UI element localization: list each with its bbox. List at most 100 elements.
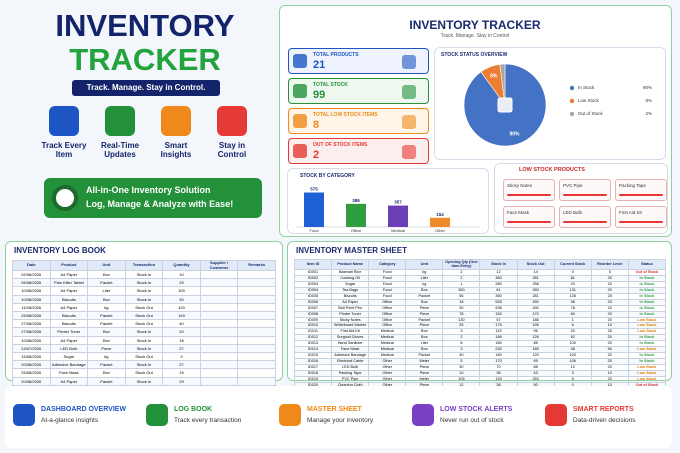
low-stock-panel: LOW STOCK PRODUCTS Sticky Notes PVC Pipe P… [494, 163, 668, 234]
column-header: Opening Qty (One time Entry) [442, 259, 481, 270]
master-table-wrap: Item ID Product Name Category Unit Opening Q… [293, 259, 667, 395]
feature-icon [161, 106, 191, 136]
table-cell [237, 294, 276, 304]
table-cell: Box [87, 368, 126, 378]
kpi-label: OUT OF STOCK ITEMS [313, 142, 368, 148]
table-row: 05/08/2026 Pain Killer Tablet Packet Stock … [12, 278, 276, 288]
table-cell: 20 [162, 327, 201, 337]
kpi-value: 2 [313, 149, 320, 161]
table-row: 20/08/2026 A4 Paper Packet Stock In 29 [12, 376, 276, 386]
column-header: Stock Out [516, 259, 555, 270]
footer-icon [412, 404, 434, 426]
low-stock-title: LOW STOCK PRODUCTS [519, 167, 585, 173]
low-stock-bar [507, 194, 551, 196]
table-cell [199, 360, 239, 370]
table-cell: 10/08/2026 [12, 294, 51, 304]
footer-subtitle: Track every transaction [174, 417, 242, 424]
table-row: ID009 Sticky Notes Office Packet 130 57 186 1 20… [293, 316, 667, 324]
table-cell [199, 335, 239, 345]
table-cell [199, 376, 239, 386]
kpi-value: 99 [313, 89, 326, 101]
bar-panel [287, 168, 489, 234]
table-cell: 15 [162, 368, 201, 378]
table-cell [237, 302, 276, 313]
table-cell: Box [87, 327, 126, 337]
table-row: ID019 PVC Pipe Other Meter 105 153 253 5 20 Low S… [293, 376, 667, 383]
footer-title: LOG BOOK [174, 406, 213, 413]
table: Date Product Unit Transaction Quantity Suppli… [12, 260, 276, 395]
table-row: 10/08/2026 Biscuits Box Stock In 30 [12, 294, 276, 304]
table-cell [237, 311, 276, 321]
table-row: 25/08/2026 Biscuits Packet Stock Out 149 [12, 311, 276, 321]
table-cell: Stock In [124, 343, 164, 354]
footer-subtitle: Never run out of stock [440, 417, 504, 424]
kpi-label: TOTAL LOW STOCK ITEMS [313, 112, 378, 118]
table-cell: 20/08/2026 [12, 376, 51, 386]
tagline: Track. Manage. Stay in Control. [72, 80, 220, 96]
log-panel: INVENTORY LOG BOOK Date Product Unit Transa… [5, 241, 283, 395]
table-cell [199, 319, 239, 329]
low-stock-name: Packing Tape [619, 183, 646, 188]
table-cell: 10 [162, 269, 201, 280]
table-cell [237, 360, 276, 370]
table-cell: A4 Paper [49, 286, 89, 296]
table-row: 10/08/2026 A4 Paper Liter Stock In 100 [12, 286, 276, 296]
table-cell: Adhesive Bandage [49, 360, 89, 370]
table-cell: Biscuits [49, 319, 89, 329]
footer-title: DASHBOARD OVERVIEW [41, 406, 127, 413]
table-cell: 25/08/2026 [12, 311, 51, 321]
table-cell: 40 [162, 319, 201, 329]
table-row: 25/08/2026 Face Mask Box Stock Out 15 [12, 368, 276, 378]
table-row: 27/08/2026 Printer Toner Box Stock In 20 [12, 327, 276, 337]
table-row: 20/08/2026 Adhesive Bandage Packet Stock In… [12, 360, 276, 370]
low-stock-name: Face Mask [507, 210, 530, 215]
kpi-label: TOTAL PRODUCTS [313, 52, 359, 58]
table-cell: Surgical Gloves [331, 334, 370, 342]
table-cell: 29 [162, 376, 201, 386]
table-cell [237, 278, 276, 288]
column-header: Category [368, 259, 407, 270]
kpi-icon [293, 114, 307, 128]
table-cell: 05/08/2026 [12, 278, 51, 288]
footer: DASHBOARD OVERVIEW At-a-glance insights LO… [5, 386, 672, 448]
kpi-icon [293, 144, 307, 158]
table-cell: Stock Out [124, 319, 164, 329]
low-stock-bar [507, 221, 551, 223]
table-cell: Sugar [49, 352, 89, 362]
low-stock-item: Packing Tape [615, 179, 667, 201]
table-cell: Whiteboard Marker [331, 322, 370, 330]
kpi-value: 8 [313, 119, 320, 131]
master-panel: INVENTORY MASTER SHEET Item ID Product Na… [287, 241, 672, 395]
table-cell: Stock In [124, 269, 164, 280]
low-stock-item: LED Bulb [559, 206, 611, 228]
table-row: 27/08/2026 Biscuits Packet Stock Out 40 [12, 319, 276, 329]
table: Item ID Product Name Category Unit Opening Q… [293, 259, 667, 395]
kpi-card: OUT OF STOCK ITEMS 2 [288, 138, 429, 164]
table-cell: Stock In [124, 376, 164, 386]
table-cell [237, 327, 276, 337]
table-cell: kg [87, 302, 126, 313]
banner-line-1: All-in-One Inventory Solution [86, 185, 211, 195]
table-row: ID013 Hand Sanitizer Medical Liter 8 180 88 100… [293, 340, 667, 348]
table-cell: A4 Paper [49, 376, 89, 386]
kpi-badge [402, 145, 416, 159]
table-cell [199, 311, 239, 321]
table-cell: Box [87, 335, 126, 345]
feature-label: Real-Time Updates [100, 141, 140, 159]
table-row: 11/08/2026 A4 Paper kg Stock Out 120 [12, 302, 276, 313]
table-cell: 27/08/2026 [12, 327, 51, 337]
column-header: Transaction [124, 260, 164, 271]
low-stock-bar [619, 221, 663, 223]
table-cell: 27/08/2026 [12, 319, 51, 329]
banner-line-2: Log, Manage & Analyze with Ease! [86, 199, 234, 209]
table-cell: 11/08/2026 [12, 302, 51, 313]
table-cell: Packet [87, 360, 126, 370]
footer-icon [545, 404, 567, 426]
table-cell: 10/08/2026 [12, 286, 51, 296]
table-cell [199, 294, 239, 304]
column-header: Product Name [331, 259, 370, 270]
table-cell: 20/08/2026 [12, 360, 51, 370]
kpi-badge [402, 115, 416, 129]
table-cell: 15/08/2026 [12, 352, 51, 362]
